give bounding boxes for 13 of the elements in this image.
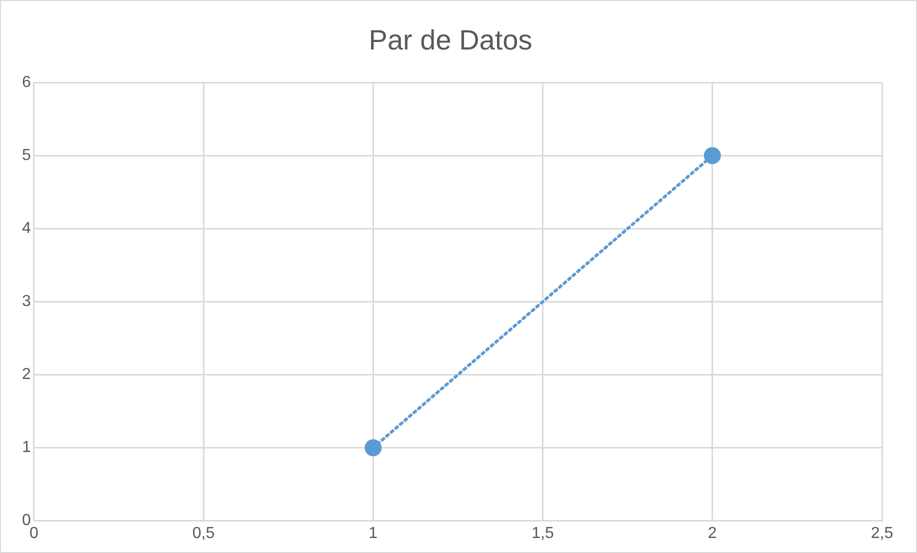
chart-title: Par de Datos [368,24,532,56]
x-tick-label: 2,5 [870,524,894,542]
y-tick-label: 4 [22,220,31,238]
x-tick-label: 1,5 [532,524,554,542]
y-tick-label: 1 [22,439,31,456]
x-tick-label: 0,5 [192,524,215,542]
x-tick-label: 2 [708,524,717,542]
x-tick-label: 1 [368,524,378,542]
y-tick-label: 3 [22,293,31,310]
y-tick-label: 2 [22,366,31,384]
y-tick-label: 6 [22,74,31,92]
y-tick-label: 0 [22,512,31,530]
y-tick-label: 5 [22,147,31,164]
